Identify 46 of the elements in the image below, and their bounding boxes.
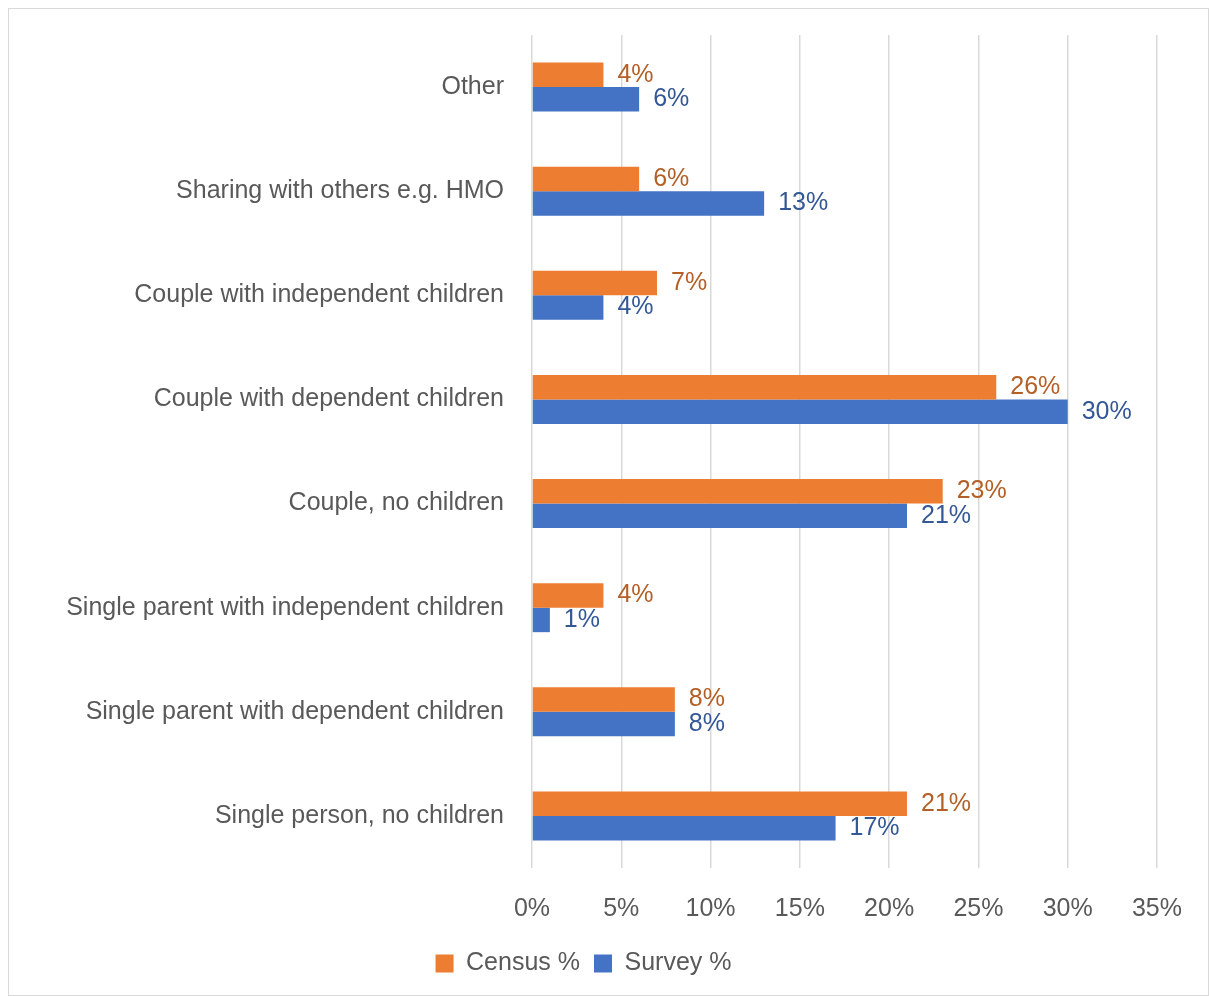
bar — [532, 295, 604, 320]
data-label: 13% — [778, 187, 829, 216]
y-tick-label: Other — [441, 70, 504, 99]
data-label: 26% — [1010, 371, 1061, 400]
x-tick-label: 15% — [774, 892, 825, 921]
data-label: 6% — [653, 83, 690, 112]
bar — [532, 607, 550, 633]
bar — [532, 166, 640, 192]
x-tick-label: 35% — [1131, 892, 1183, 921]
y-tick-label: Single parent with dependent children — [85, 695, 504, 724]
data-label: 4% — [617, 58, 654, 87]
bar — [532, 711, 675, 737]
y-tick-label: Couple with dependent children — [153, 383, 504, 412]
legend-label: Survey % — [624, 947, 732, 976]
bar — [532, 583, 604, 608]
data-label: 4% — [617, 579, 654, 608]
bar — [532, 687, 675, 712]
bar — [532, 479, 943, 504]
y-tick-label: Sharing with others e.g. HMO — [176, 175, 504, 204]
x-tick-label: 5% — [603, 892, 640, 921]
bar — [532, 399, 1068, 424]
bar — [532, 87, 640, 112]
x-tick-label: 20% — [864, 892, 915, 921]
data-label: 1% — [563, 603, 600, 632]
bar — [532, 270, 657, 296]
y-tick-label: Couple with independent children — [134, 279, 504, 308]
legend-label: Census % — [466, 947, 580, 976]
data-label: 7% — [671, 266, 708, 295]
y-tick-label: Single person, no children — [214, 799, 504, 828]
data-label: 6% — [653, 162, 690, 191]
data-label: 17% — [849, 812, 900, 841]
bar — [532, 191, 765, 216]
y-tick-label: Single parent with independent children — [66, 591, 504, 620]
x-tick-label: 10% — [685, 892, 736, 921]
bar — [532, 374, 997, 400]
bar — [532, 62, 604, 88]
bar — [532, 503, 907, 529]
data-label: 21% — [920, 787, 972, 816]
y-tick-label: Couple, no children — [288, 487, 504, 516]
data-label: 4% — [617, 291, 654, 320]
bar — [532, 815, 836, 841]
x-tick-label: 25% — [953, 892, 1004, 921]
bar — [532, 791, 907, 816]
data-label: 30% — [1081, 395, 1132, 424]
x-tick-label: 30% — [1042, 892, 1093, 921]
x-tick-label: 0% — [513, 892, 551, 921]
